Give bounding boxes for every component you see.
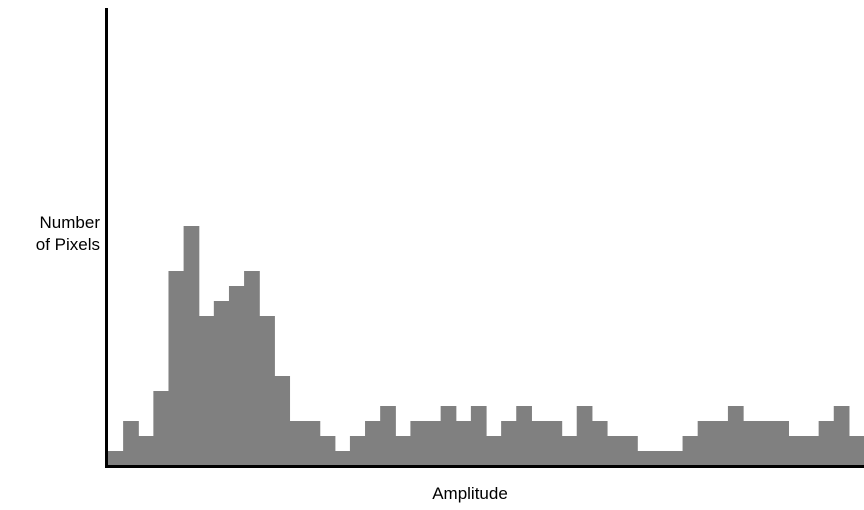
histogram-bar <box>138 436 154 466</box>
histogram-bar <box>440 406 457 466</box>
y-axis-label-line-1: Number <box>39 213 100 232</box>
histogram-bar <box>652 451 669 466</box>
histogram-bar <box>410 421 427 466</box>
histogram-bar <box>637 451 653 466</box>
histogram-bar <box>334 451 351 466</box>
histogram-bar <box>788 436 805 466</box>
histogram-bar <box>123 421 139 466</box>
y-axis-label: Number of Pixels <box>0 212 100 256</box>
histogram-bar <box>349 436 366 466</box>
histogram-bar <box>727 406 744 466</box>
histogram-bar <box>198 316 215 466</box>
histogram-bar <box>244 271 260 466</box>
histogram-bar <box>395 436 411 466</box>
histogram-bar <box>758 421 774 466</box>
x-axis-label: Amplitude <box>432 484 508 503</box>
histogram-bar <box>486 436 502 466</box>
histogram-bar <box>561 436 578 466</box>
histogram-bar <box>365 421 381 466</box>
histogram-bar <box>289 421 306 466</box>
histogram-bar <box>228 286 245 466</box>
histogram-bar <box>455 421 472 466</box>
histogram-bar <box>606 436 623 466</box>
histogram-bar <box>743 421 759 466</box>
histogram-bar <box>213 301 230 466</box>
y-axis-label-line-2: of Pixels <box>35 235 100 254</box>
histogram-bar <box>168 271 185 466</box>
histogram-bar <box>274 376 291 466</box>
histogram-bar <box>516 406 532 466</box>
histogram-bar <box>803 436 820 466</box>
histogram-bar <box>833 406 850 466</box>
histogram-bar <box>259 316 275 466</box>
histogram-bar <box>108 451 124 466</box>
histogram-bar <box>501 421 517 466</box>
histogram-bar <box>153 391 170 466</box>
histogram-bar <box>848 436 864 466</box>
histogram-bar <box>818 421 835 466</box>
histogram-bar <box>531 421 548 466</box>
histogram-bar <box>319 436 336 466</box>
histogram-bar <box>576 406 593 466</box>
histogram-bar <box>546 421 563 466</box>
histogram-bar <box>183 226 200 466</box>
histogram-bar <box>682 436 699 466</box>
histogram-bar <box>622 436 638 466</box>
histogram-bar <box>773 421 789 466</box>
histogram-bar <box>470 406 487 466</box>
histogram-bar <box>712 421 729 466</box>
histogram-bar <box>591 421 608 466</box>
histogram-bar <box>425 421 442 466</box>
histogram-bar <box>697 421 714 466</box>
histogram-bar <box>304 421 321 466</box>
histogram-bar <box>380 406 396 466</box>
histogram-bar <box>667 451 684 466</box>
